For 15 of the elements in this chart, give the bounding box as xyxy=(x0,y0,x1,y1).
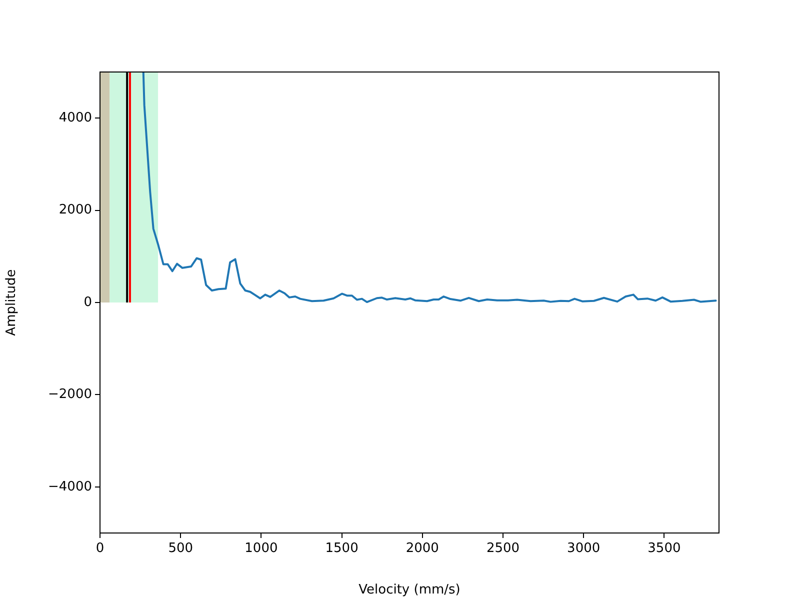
y-tick-label: 4000 xyxy=(58,110,92,126)
x-tick-label: 3000 xyxy=(567,541,600,556)
y-tick-label: −2000 xyxy=(48,387,92,402)
x-tick-label: 1500 xyxy=(325,541,358,556)
y-tick-label: 2000 xyxy=(58,202,92,218)
x-tick-label: 2000 xyxy=(406,541,439,556)
x-tick-label: 3500 xyxy=(648,541,681,556)
x-axis-title: Velocity (mm/s) xyxy=(358,582,460,598)
x-tick-label: 500 xyxy=(168,541,194,556)
x-tick-label: 1000 xyxy=(244,541,278,556)
y-tick-label: 0 xyxy=(84,294,92,310)
x-tick-label: 0 xyxy=(96,541,104,556)
y-axis-title: Amplitude xyxy=(4,269,20,336)
y-tick-label: −4000 xyxy=(48,479,92,494)
x-tick-label: 2500 xyxy=(486,541,520,556)
